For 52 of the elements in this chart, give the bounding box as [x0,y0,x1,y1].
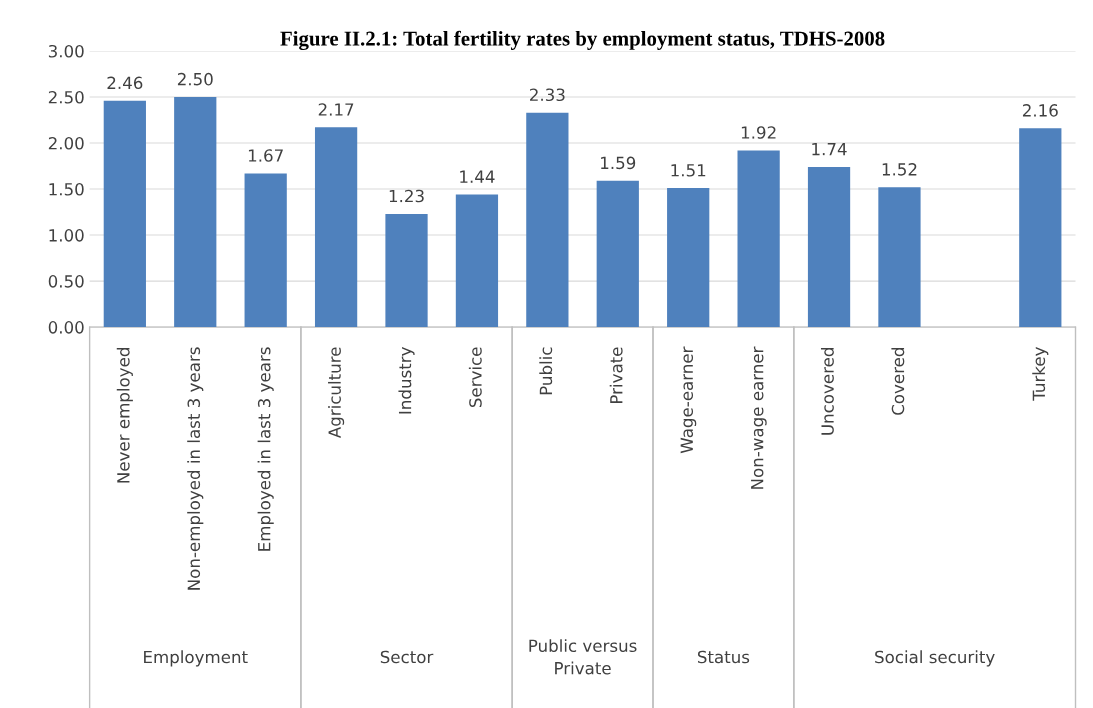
bar [455,194,499,328]
x-tick-label: Public [539,347,553,395]
x-tick-label: Agriculture [328,347,345,439]
data-label: 1.51 [671,164,706,177]
text: Sector [380,650,434,664]
bar [244,173,287,328]
bar [385,213,428,328]
text: Public versus Private [529,639,637,675]
x-tick-label: Industry [398,347,415,414]
x-tick-label: Non-wage earner [751,346,767,489]
data-label: 1.52 [882,163,917,176]
bar [878,187,921,328]
text: Social security [875,650,995,667]
data-label: 2.16 [1022,104,1058,117]
x-tick-label: Employed in last 3 years [257,347,274,551]
x-tick-label: Turkey [1032,347,1049,401]
data-label: 2.17 [318,103,354,116]
data-label: 1.74 [812,143,847,156]
bar [314,127,358,328]
data-label: 1.23 [389,189,424,203]
data-label: 1.92 [741,126,776,139]
y-tick-label: 0.00 [48,321,84,334]
bar [526,112,569,328]
x-tick-label: Uncovered [820,348,834,435]
data-label: 1.59 [601,156,636,170]
text: Employment [144,650,248,667]
bar [596,180,639,328]
data-label: 2.33 [530,88,565,102]
x-tick-label: Service [468,347,482,408]
bar [103,100,146,328]
bar [174,97,217,328]
bar [667,188,710,328]
data-label: 2.46 [107,76,143,90]
y-tick-label: 0.50 [48,275,84,288]
x-tick-label: Private [609,347,623,404]
data-label: 1.67 [248,149,283,162]
data-label: 2.50 [177,72,213,86]
bar [737,150,780,328]
x-tick-label: Covered [891,348,905,415]
x-tick-label: Wage-earner [680,346,697,454]
bar [807,166,851,328]
y-tick-label: 1.00 [49,229,84,242]
text: Status [697,650,750,664]
y-tick-label: 1.50 [49,183,84,196]
data-label: 1.44 [460,170,495,183]
y-tick-label: 3.00 [48,44,84,58]
chart-title: Figure II.2.1: Total fertility rates by employment status, TDHS-2008 [280,30,885,51]
x-tick-label: Non-employed in last 3 years [187,347,204,590]
x-tick-label: Never employed [116,348,133,483]
y-tick-label: 2.00 [48,136,84,150]
bar [1019,128,1062,328]
y-tick-label: 2.50 [48,90,84,104]
